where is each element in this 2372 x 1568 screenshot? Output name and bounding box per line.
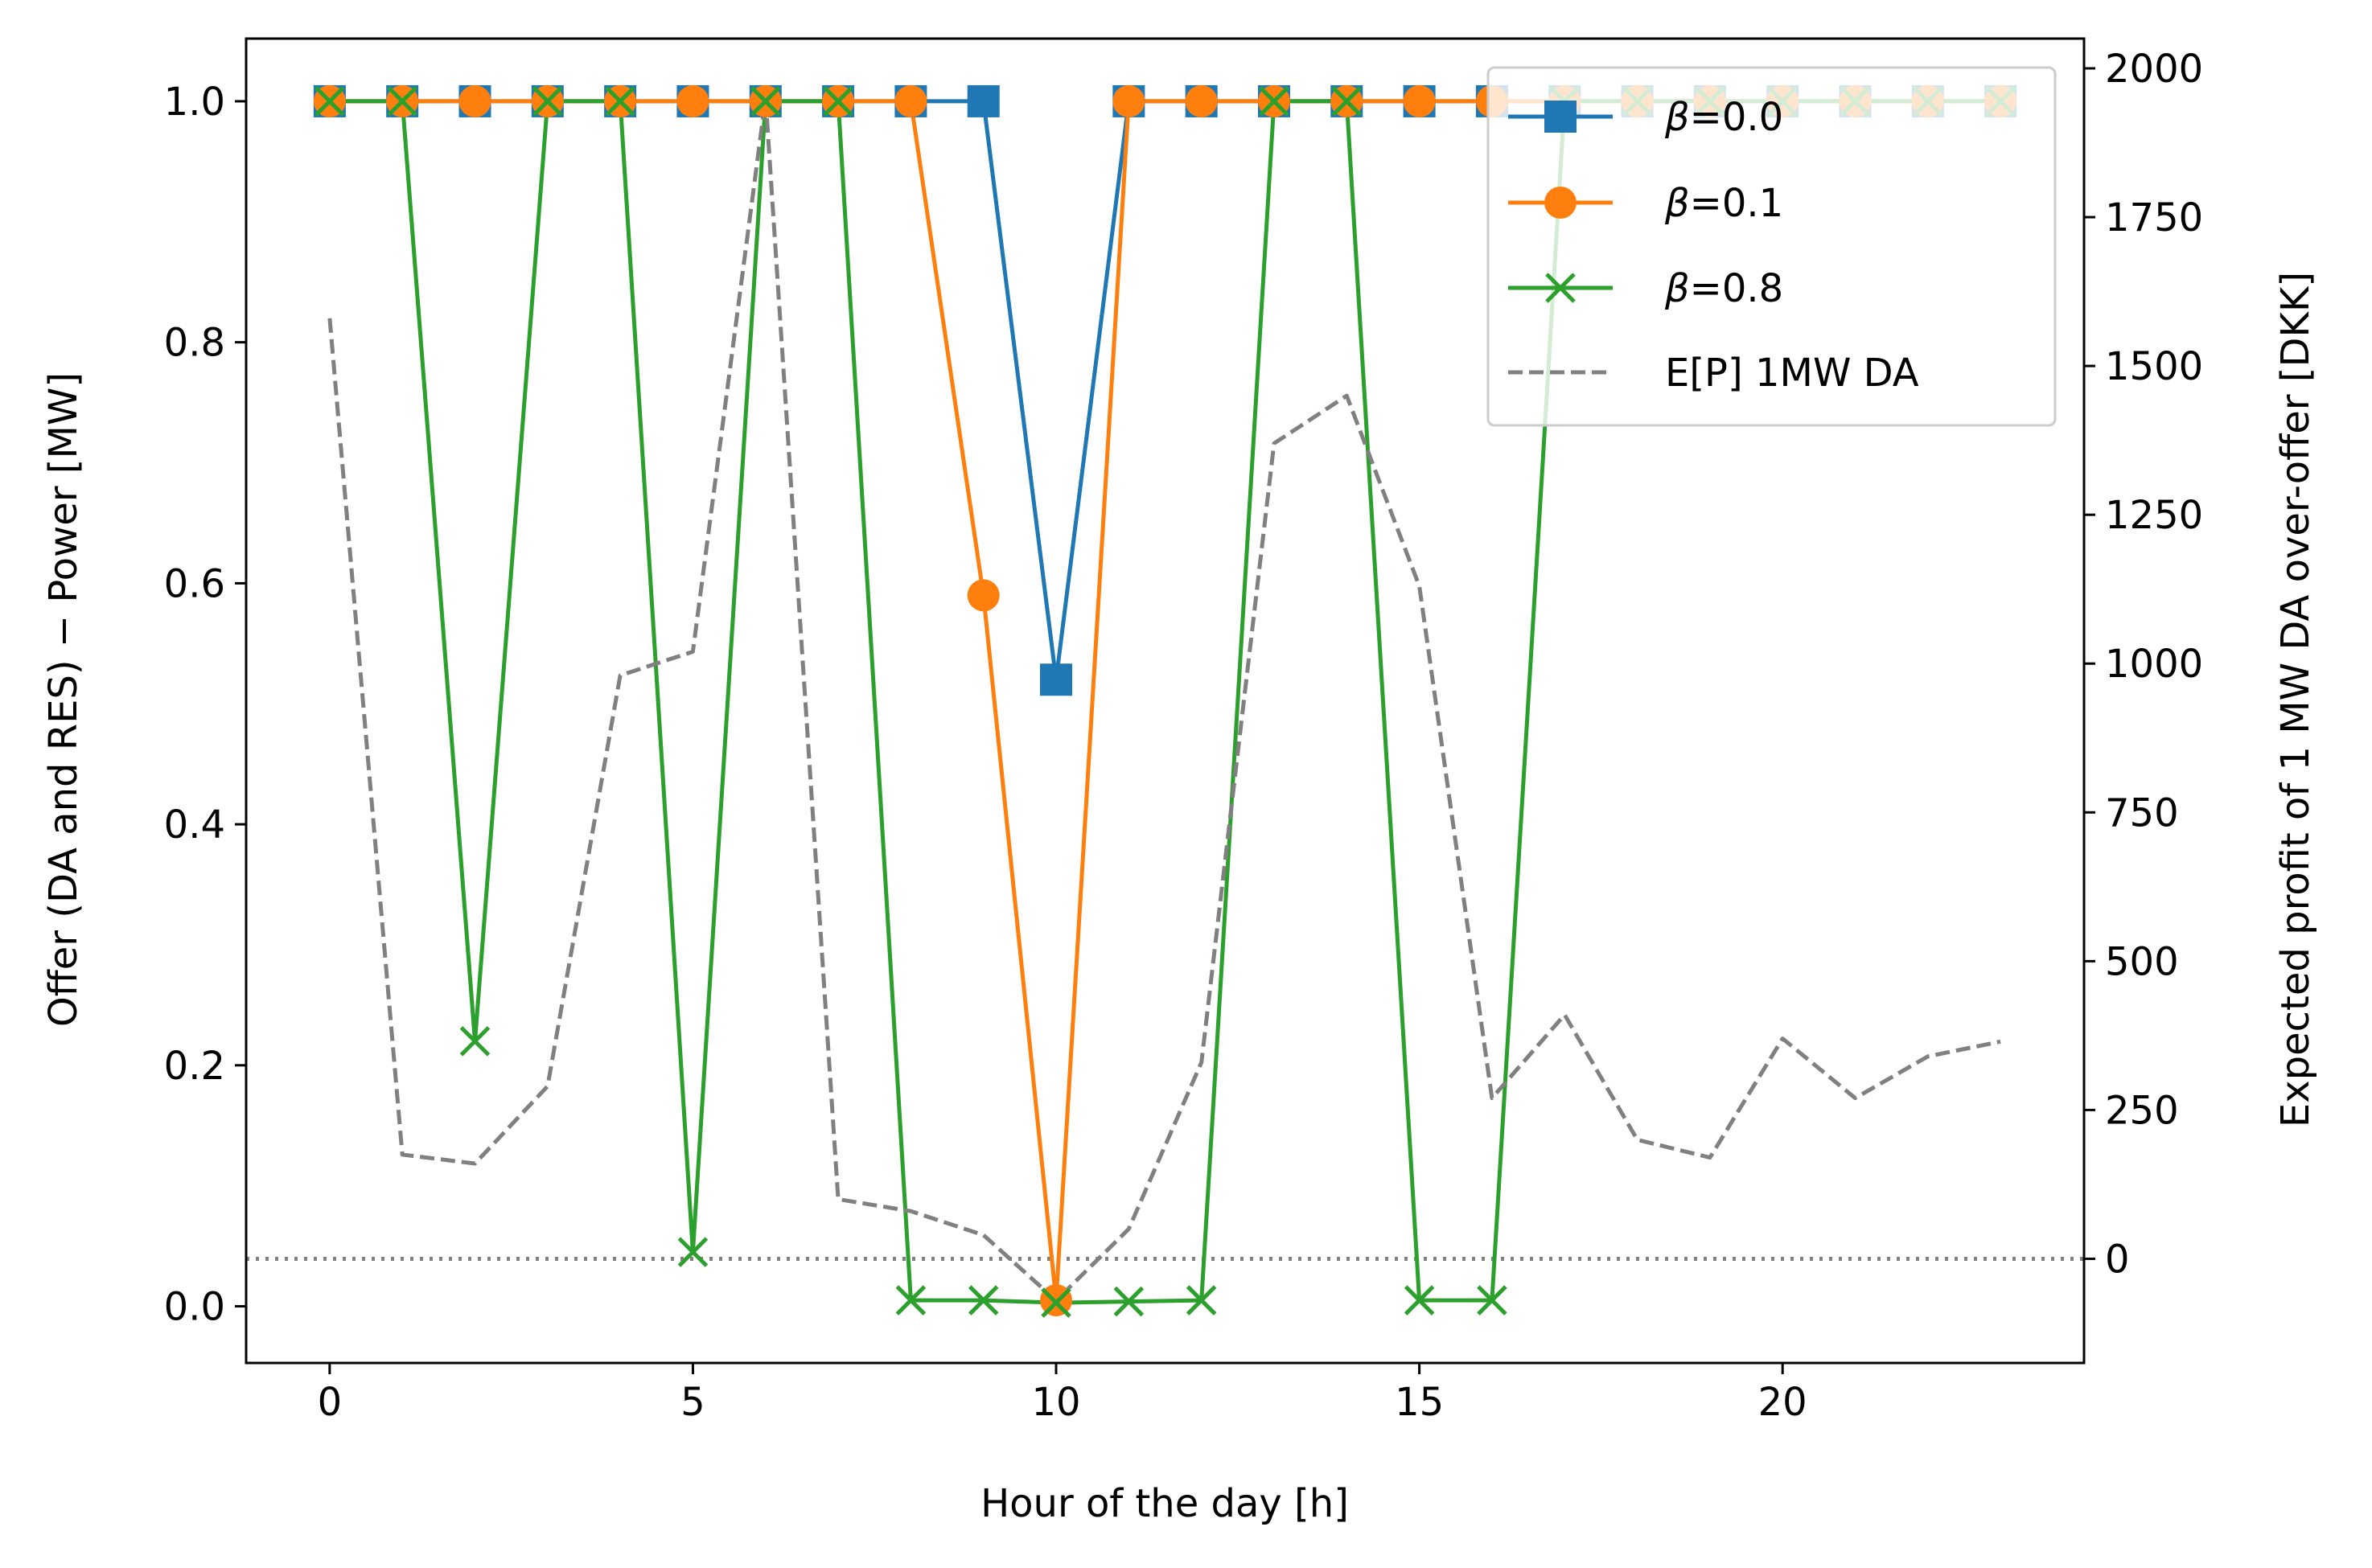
marker-stroke xyxy=(750,86,781,117)
legend-label-symbol: β xyxy=(1664,95,1690,140)
plot-frame xyxy=(245,37,2086,1365)
y-right-tick-label: 0 xyxy=(2105,1237,2130,1282)
y-axis-label: Offer (DA and RES) − Power [MW] xyxy=(41,372,86,1027)
y-right-tick-label: 1750 xyxy=(2105,195,2203,240)
series-2-point xyxy=(1477,1285,1507,1316)
series-line-3 xyxy=(327,96,2001,1303)
x-tick-label: 0 xyxy=(318,1380,343,1425)
series-1-point xyxy=(1185,84,1218,117)
axes: 0 5 10 15 20 0.0 0.2 0.4 0.6 0.8 1.0 0 250 500 750 1000… xyxy=(164,47,2204,1425)
y-tick-label: 0.0 xyxy=(164,1285,225,1330)
series-2-point xyxy=(387,86,417,117)
marker-stroke xyxy=(1545,273,1576,303)
y-right-tick-label: 500 xyxy=(2105,939,2179,984)
series-2-point xyxy=(1259,86,1289,117)
legend-label-text: =0.0 xyxy=(1690,95,1784,140)
legend-marker-1 xyxy=(1544,187,1577,219)
series-2-point xyxy=(1186,1285,1217,1316)
series-1-point xyxy=(894,84,927,117)
legend-label-text: E[P] 1MW DA xyxy=(1665,351,1919,396)
marker-stroke xyxy=(314,86,345,117)
series-2-point xyxy=(459,1026,491,1057)
legend-label-0: β=0.0 xyxy=(1664,95,1783,140)
marker-stroke xyxy=(459,1026,491,1057)
series-2-point xyxy=(823,86,853,117)
series-2-point xyxy=(605,86,635,117)
legend-label-symbol: β xyxy=(1664,181,1690,226)
marker-stroke xyxy=(605,86,635,117)
series-1-point xyxy=(967,579,1000,612)
marker-stroke xyxy=(823,86,853,117)
legend-label-symbol: β xyxy=(1664,266,1690,311)
x-tick-label: 20 xyxy=(1758,1380,1807,1425)
y-tick-label: 0.6 xyxy=(164,561,225,606)
marker-stroke xyxy=(387,86,417,117)
y-right-tick-label: 1500 xyxy=(2105,344,2203,389)
series-1-point xyxy=(458,84,491,117)
x-tick-label: 5 xyxy=(680,1380,705,1425)
y-right-tick-label: 750 xyxy=(2105,790,2179,835)
marker-stroke xyxy=(1186,1285,1217,1316)
marker-stroke xyxy=(677,1237,709,1267)
series-2-point xyxy=(895,1285,927,1316)
marker-stroke xyxy=(1404,1285,1435,1316)
y-tick-label: 0.8 xyxy=(164,321,225,366)
legend-label-2: β=0.8 xyxy=(1664,266,1783,311)
y-tick-label: 1.0 xyxy=(164,80,225,125)
series-2-point xyxy=(314,86,345,117)
marker-stroke xyxy=(968,1285,999,1316)
legend-label-text: =0.1 xyxy=(1690,181,1784,226)
series-2-point xyxy=(677,1237,709,1267)
series-1-point xyxy=(1112,84,1145,117)
legend-marker-0 xyxy=(1544,101,1577,133)
series-2-point xyxy=(1404,1285,1435,1316)
marker-stroke xyxy=(895,1285,927,1316)
series-2-point xyxy=(1113,1286,1145,1317)
marker-stroke xyxy=(1041,1287,1071,1318)
legend-label-1: β=0.1 xyxy=(1664,181,1783,226)
marker-stroke xyxy=(1259,86,1289,117)
y-tick-label: 0.4 xyxy=(164,802,225,848)
x-tick-label: 15 xyxy=(1395,1380,1444,1425)
series-2-point xyxy=(532,86,563,117)
legend-box xyxy=(1486,66,2057,427)
marker-stroke xyxy=(532,86,563,117)
x-axis-label: Hour of the day [h] xyxy=(980,1481,1349,1526)
x-tick-label: 10 xyxy=(1031,1380,1080,1425)
series-2-point xyxy=(1331,86,1363,117)
marker-stroke xyxy=(1113,1286,1145,1317)
legend-label-text: =0.8 xyxy=(1690,266,1784,311)
series-2-point xyxy=(1041,1287,1071,1318)
y-right-tick-label: 250 xyxy=(2105,1088,2179,1133)
y-right-tick-label: 2000 xyxy=(2105,47,2203,92)
legend-marker-2 xyxy=(1545,273,1576,303)
series-1-point xyxy=(1403,84,1436,117)
marker-stroke xyxy=(1331,86,1363,117)
y-tick-label: 0.2 xyxy=(164,1044,225,1089)
series-2-point xyxy=(968,1285,999,1316)
series-0-point xyxy=(967,84,1000,117)
marker-stroke xyxy=(1477,1285,1507,1316)
series-2-point xyxy=(750,86,781,117)
y-axis-right-label: Expected profit of 1 MW DA over-offer [D… xyxy=(2273,272,2318,1127)
y-right-tick-label: 1000 xyxy=(2105,642,2203,687)
y-right-tick-label: 1250 xyxy=(2105,493,2203,538)
legend-label-3: E[P] 1MW DA xyxy=(1665,351,1919,396)
legend: β=0.0β=0.1β=0.8E[P] 1MW DA xyxy=(1486,66,2057,427)
series-0-point xyxy=(1040,663,1073,696)
series-1-point xyxy=(676,84,709,117)
